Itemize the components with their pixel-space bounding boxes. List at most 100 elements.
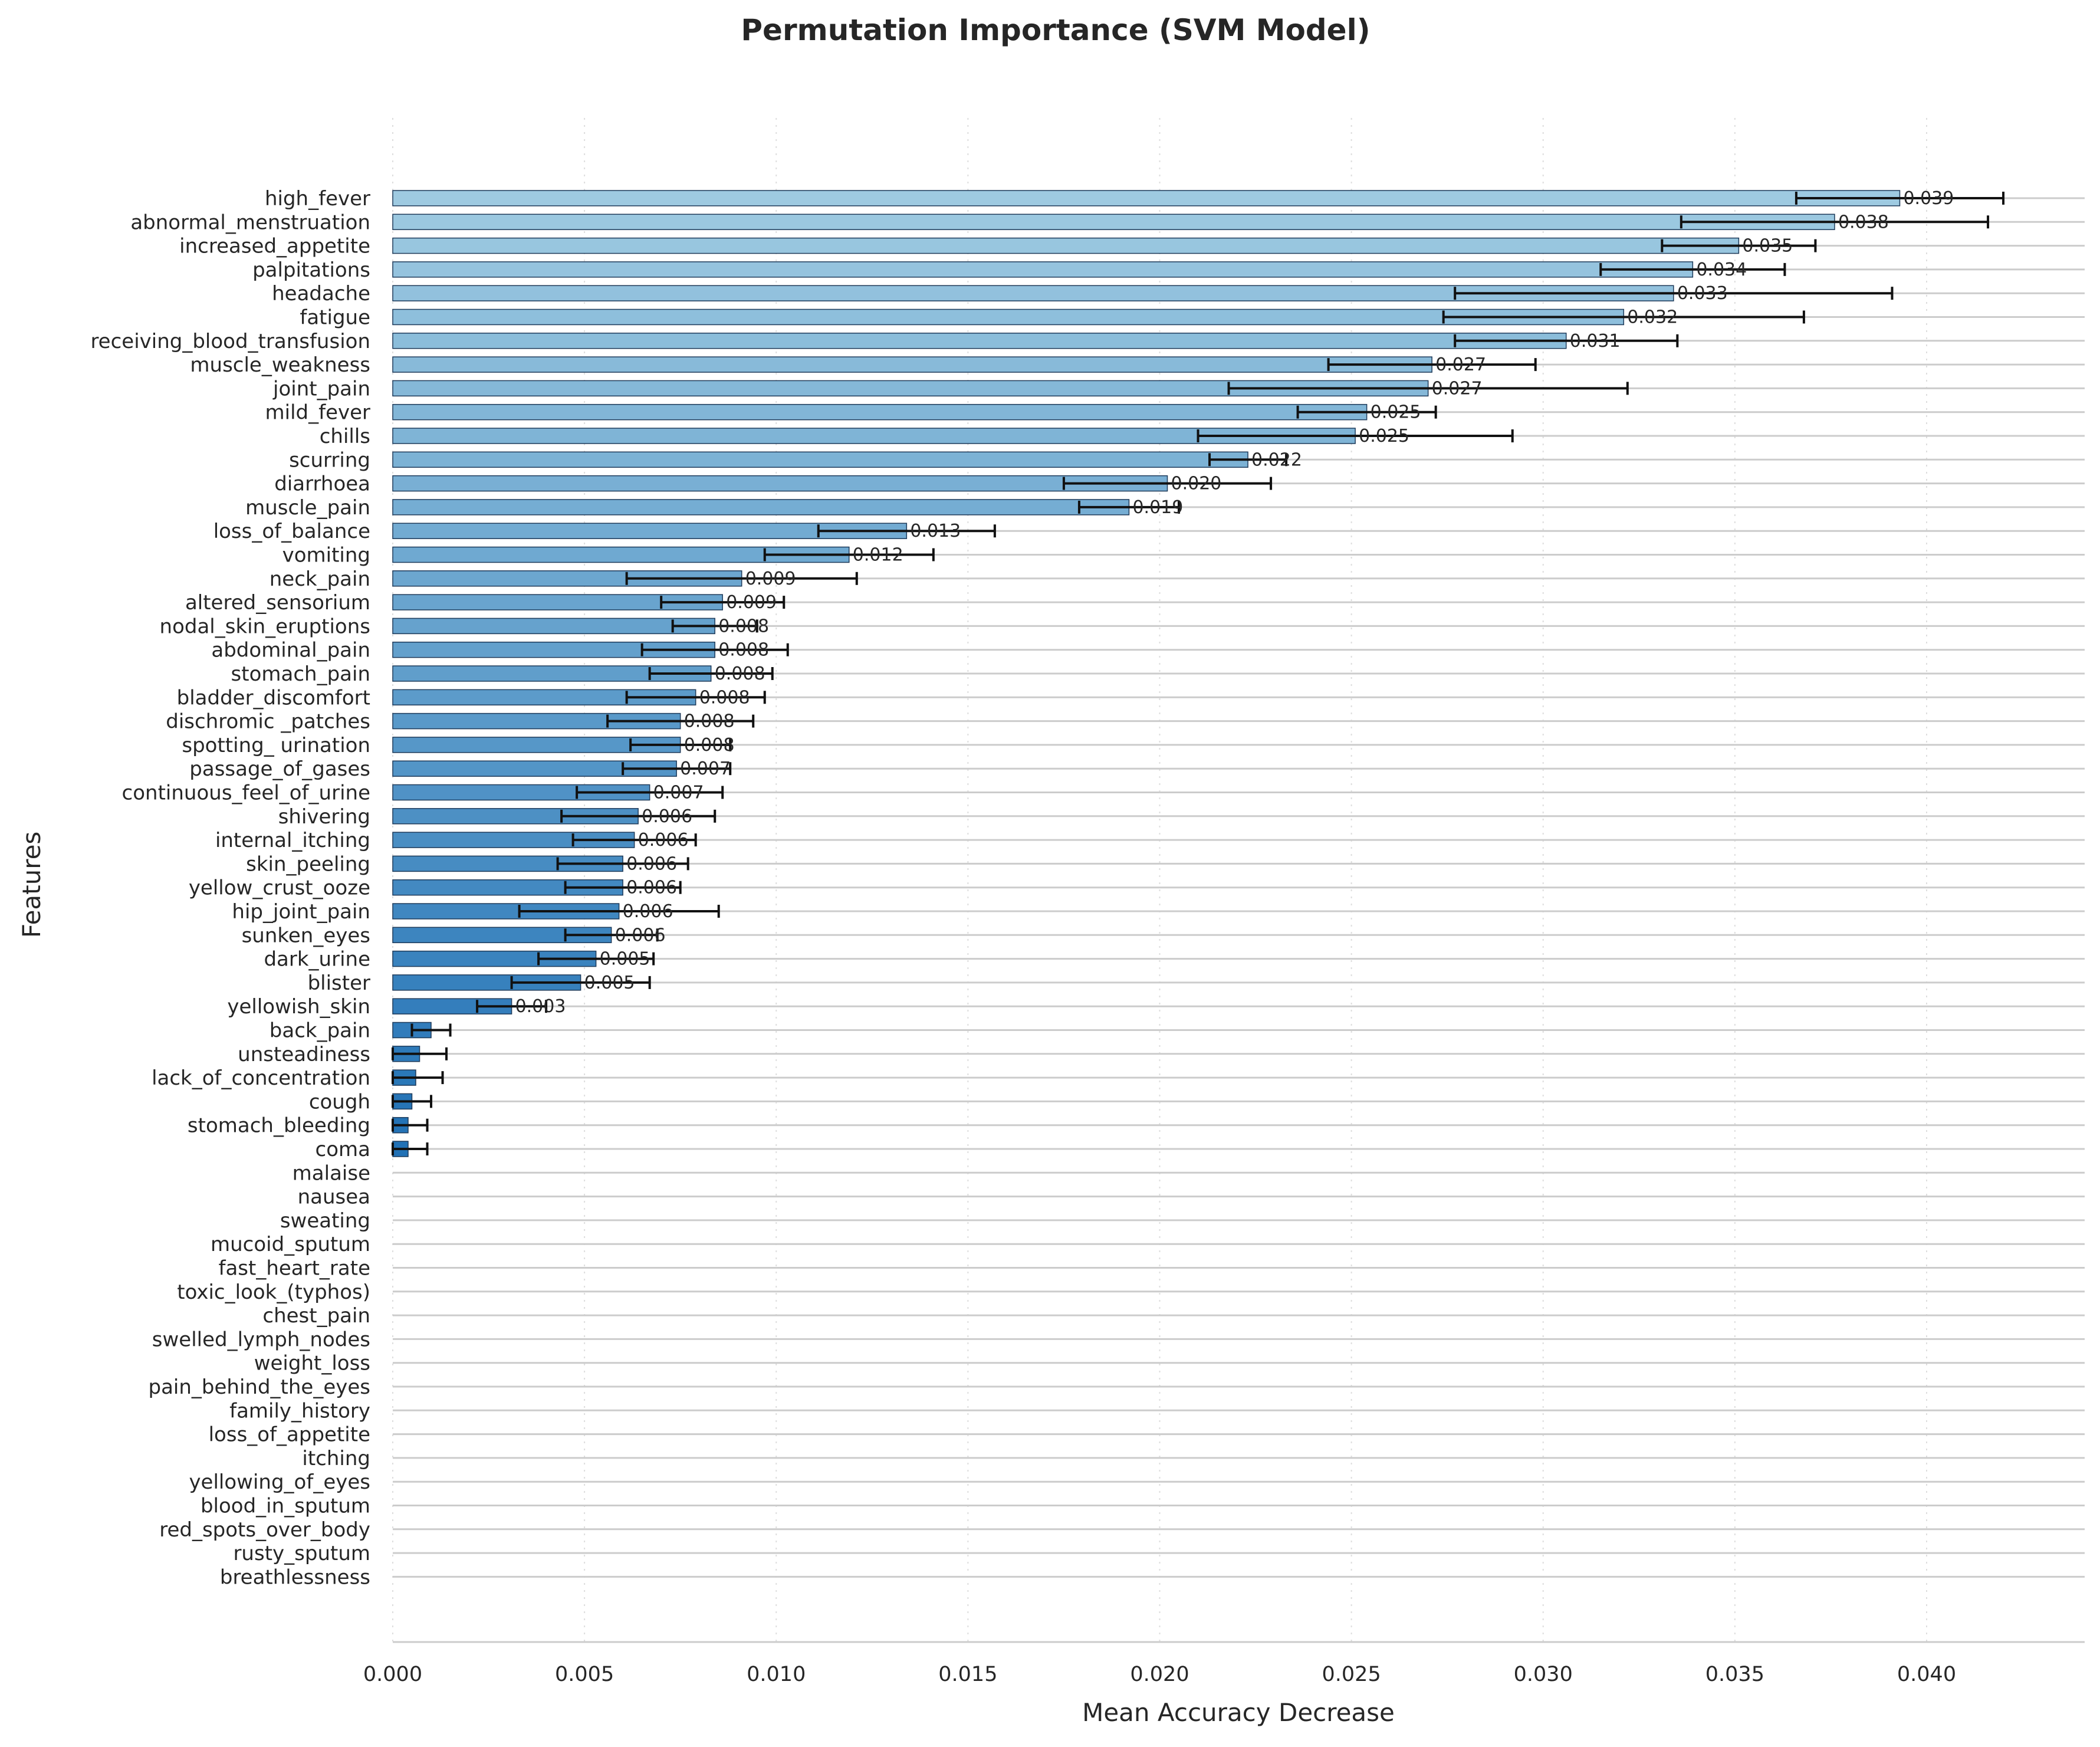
value-label: 0.003 (515, 996, 566, 1017)
value-label: 0.039 (1903, 188, 1954, 209)
value-label: 0.006 (626, 853, 677, 874)
category-label: headache (272, 282, 370, 306)
category-label: altered_sensorium (185, 591, 370, 615)
value-label: 0.031 (1570, 331, 1621, 352)
category-label: malaise (293, 1161, 370, 1185)
value-label: 0.008 (715, 664, 765, 684)
category-label: vomiting (282, 544, 370, 567)
value-label: 0.009 (726, 592, 777, 613)
chart-title: Permutation Importance (SVM Model) (741, 13, 1370, 47)
category-label: nausea (298, 1186, 370, 1209)
bar (392, 333, 1567, 349)
x-tick-label: 0.040 (1897, 1663, 1956, 1686)
category-label: dark_urine (264, 948, 370, 971)
category-label: unsteadiness (238, 1043, 370, 1066)
category-label: shivering (278, 805, 370, 829)
bar (392, 356, 1432, 373)
value-label: 0.009 (745, 569, 796, 589)
bar (392, 237, 1740, 254)
bar (392, 190, 1901, 206)
category-label: yellowish_skin (227, 995, 370, 1019)
category-label: muscle_pain (245, 496, 370, 520)
category-label: pain_behind_the_eyes (148, 1375, 370, 1399)
category-label: bladder_discomfort (177, 686, 370, 710)
category-label: lack_of_concentration (152, 1066, 370, 1090)
value-label: 0.008 (699, 687, 750, 708)
category-label: palpitations (252, 258, 370, 282)
category-label: scurring (289, 448, 370, 472)
category-label: dischromic _patches (166, 710, 370, 734)
category-label: high_fever (265, 187, 370, 211)
category-label: nodal_skin_eruptions (160, 615, 370, 638)
category-label: mucoid_sputum (211, 1233, 370, 1256)
category-label: fatigue (300, 306, 370, 330)
value-label: 0.005 (584, 973, 635, 993)
category-labels-layer: high_feverabnormal_menstruationincreased… (90, 187, 370, 1589)
category-label: receiving_blood_transfusion (90, 330, 370, 353)
category-label: abnormal_menstruation (130, 211, 370, 234)
category-label: fast_heart_rate (218, 1257, 370, 1280)
category-label: joint_pain (272, 377, 370, 400)
y-axis-label: Features (17, 832, 46, 938)
bars-layer (392, 190, 1901, 1157)
value-label: 0.027 (1435, 354, 1486, 375)
bar (392, 618, 715, 635)
category-label: back_pain (270, 1019, 370, 1043)
category-label: mild_fever (265, 401, 371, 425)
x-tick-label: 0.010 (747, 1663, 806, 1686)
bar (392, 499, 1130, 515)
category-label: blood_in_sputum (201, 1495, 370, 1518)
category-label: cough (309, 1090, 370, 1114)
value-label: 0.012 (853, 545, 903, 566)
value-label: 0.032 (1627, 307, 1678, 328)
category-label: swelled_lymph_nodes (152, 1328, 370, 1351)
category-label: spotting_ urination (182, 734, 370, 757)
category-label: internal_itching (215, 829, 370, 852)
category-label: yellow_crust_ooze (189, 876, 370, 900)
value-labels-layer: 0.039 0.038 0.035 0.034 0.033 0.032 0.031 0.027… (515, 188, 1954, 1017)
x-tick-label: 0.005 (555, 1663, 614, 1686)
x-axis-label: Mean Accuracy Decrease (1082, 1698, 1395, 1727)
value-label: 0.008 (718, 640, 769, 661)
value-label: 0.007 (653, 783, 704, 803)
x-tick-label: 0.000 (363, 1663, 422, 1686)
value-label: 0.008 (684, 735, 735, 756)
category-label: continuous_feel_of_urine (122, 781, 370, 805)
value-label: 0.008 (718, 616, 769, 636)
category-label: coma (316, 1138, 370, 1161)
value-label: 0.006 (642, 806, 692, 827)
category-label: abdominal_pain (211, 639, 370, 662)
category-label: chills (320, 425, 370, 448)
value-label: 0.006 (615, 925, 666, 945)
category-label: neck_pain (270, 567, 370, 591)
value-label: 0.034 (1696, 260, 1747, 280)
category-label: muscle_weakness (190, 353, 370, 377)
category-label: yellowing_of_eyes (189, 1470, 370, 1494)
value-label: 0.019 (1132, 497, 1183, 518)
value-label: 0.006 (638, 830, 689, 850)
value-label: 0.020 (1171, 474, 1222, 494)
category-label: skin_peeling (246, 852, 370, 876)
category-label: increased_appetite (179, 235, 370, 258)
category-label: red_spots_over_body (159, 1518, 370, 1542)
value-label: 0.006 (623, 901, 673, 922)
category-label: diarrhoea (274, 472, 370, 496)
x-tick-label: 0.015 (938, 1663, 997, 1686)
value-label: 0.025 (1359, 426, 1409, 446)
bar (392, 428, 1356, 444)
value-label: 0.033 (1677, 283, 1728, 304)
bar (392, 855, 623, 872)
category-label: stomach_pain (231, 662, 370, 686)
category-label: stomach_bleeding (188, 1114, 370, 1138)
bar (392, 403, 1368, 421)
category-label: family_history (229, 1399, 370, 1423)
x-tick-label: 0.035 (1705, 1663, 1764, 1686)
bar (392, 308, 1625, 326)
category-label: passage_of_gases (189, 757, 370, 781)
category-label: hip_joint_pain (232, 900, 370, 924)
category-label: rusty_sputum (233, 1542, 370, 1565)
category-label: toxic_look_(typhos) (177, 1280, 370, 1304)
value-label: 0.035 (1742, 236, 1793, 257)
